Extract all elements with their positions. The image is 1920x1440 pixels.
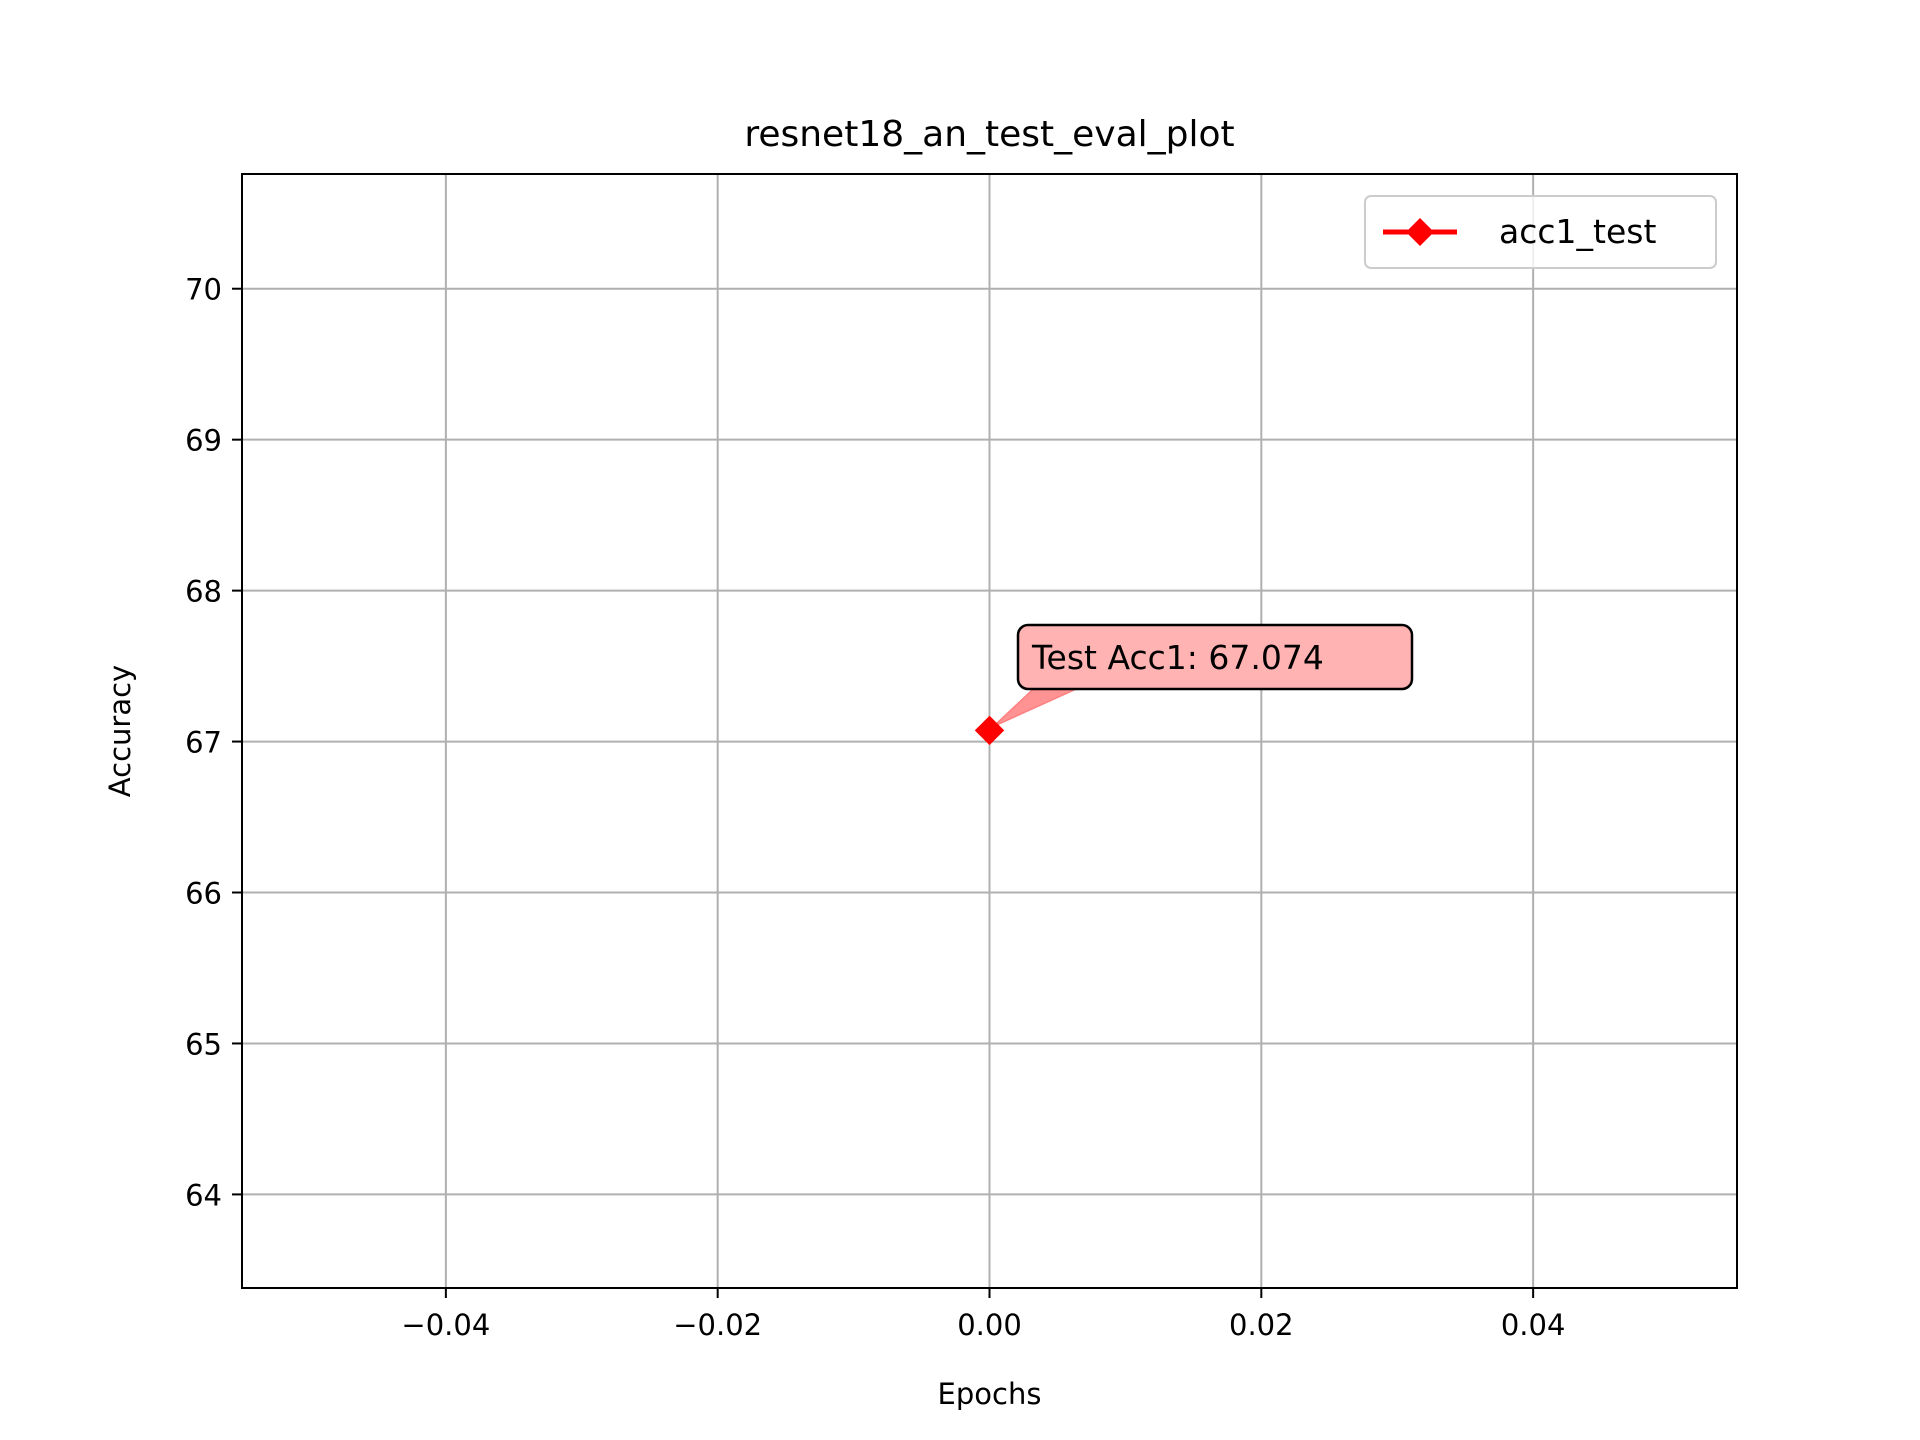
y-tick-label: 64 (185, 1178, 222, 1212)
y-tick-label: 69 (185, 424, 222, 458)
x-tick-label: −0.04 (401, 1308, 490, 1342)
x-tick-label: 0.00 (957, 1308, 1022, 1342)
legend: acc1_test (1364, 195, 1717, 269)
plot-marks: Test Acc1: 67.074 (974, 623, 1414, 746)
x-tick-label: 0.04 (1501, 1308, 1566, 1342)
legend-box (1364, 195, 1717, 269)
data-point (974, 715, 1005, 746)
legend-marker (1406, 218, 1434, 246)
chart-title: resnet18_an_test_eval_plot (744, 114, 1234, 155)
x-axis-label: Epochs (938, 1377, 1042, 1411)
y-tick-label: 67 (185, 726, 222, 760)
y-tick-label: 68 (185, 575, 222, 609)
y-tick-label: 65 (185, 1027, 222, 1061)
y-axis-label: Accuracy (103, 665, 137, 797)
ticks: −0.04 −0.02 0.00 0.02 0.04 64 65 66 67 68 69 70 (185, 273, 1565, 1342)
annotation-box (1016, 623, 1414, 691)
x-tick-label: 0.02 (1229, 1308, 1294, 1342)
annotation-text: Test Acc1: 67.074 (1031, 638, 1324, 677)
x-tick-label: −0.02 (673, 1308, 762, 1342)
y-tick-label: 66 (185, 877, 222, 911)
legend-label: acc1_test (1499, 212, 1656, 251)
y-tick-label: 70 (185, 273, 222, 307)
